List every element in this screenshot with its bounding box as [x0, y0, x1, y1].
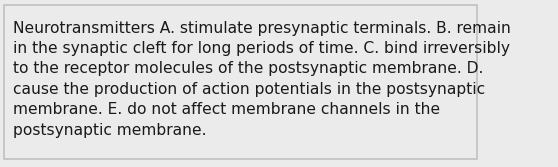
FancyBboxPatch shape — [4, 5, 477, 158]
Text: Neurotransmitters A. stimulate presynaptic terminals. B. remain
in the synaptic : Neurotransmitters A. stimulate presynapt… — [13, 21, 511, 138]
